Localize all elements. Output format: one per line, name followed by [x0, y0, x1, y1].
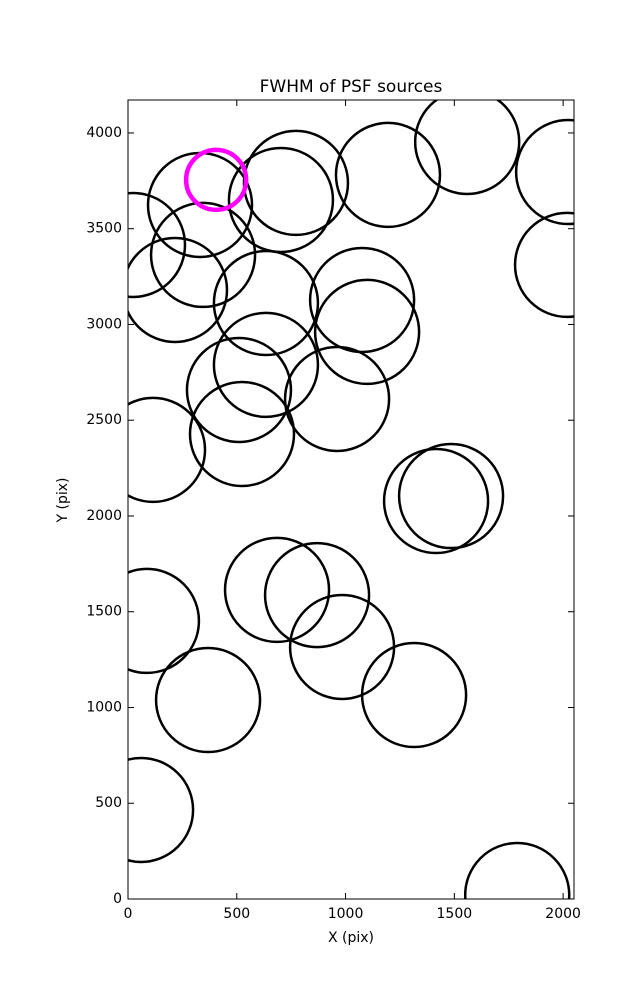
source-circle	[154, 646, 262, 754]
source-circle	[149, 201, 257, 309]
y-tick-label: 0	[113, 891, 122, 907]
source-circle	[188, 380, 296, 488]
source-circle	[283, 345, 391, 453]
y-axis-label: Y (pix)	[55, 478, 71, 524]
source-circle	[128, 191, 187, 299]
source-circle	[128, 236, 229, 344]
x-tick-label: 0	[124, 906, 133, 922]
source-circle	[413, 100, 521, 196]
y-tick-label: 3500	[86, 221, 122, 237]
source-circle	[463, 841, 571, 899]
plot-area	[128, 100, 574, 899]
source-circle	[397, 442, 505, 550]
source-circle	[227, 146, 335, 254]
source-circle	[212, 311, 320, 419]
x-tick-label: 1000	[328, 906, 364, 922]
chart-title: FWHM of PSF sources	[260, 77, 443, 97]
plot-frame	[127, 99, 575, 900]
source-circle	[212, 249, 320, 357]
x-axis-label: X (pix)	[328, 930, 374, 946]
source-circle	[185, 336, 293, 444]
source-circle	[128, 567, 201, 675]
source-circle	[263, 541, 371, 649]
source-circle	[360, 641, 468, 749]
y-tick-label: 1000	[86, 699, 122, 715]
source-circle	[308, 246, 416, 354]
y-tick-label: 500	[95, 795, 122, 811]
source-circle	[242, 129, 350, 237]
source-circle	[128, 756, 195, 864]
source-circle	[513, 211, 574, 319]
y-tick-label: 1500	[86, 604, 122, 620]
source-circle	[313, 278, 421, 386]
source-circle	[128, 396, 207, 504]
highlight-circle	[183, 147, 249, 213]
y-tick-label: 2500	[86, 412, 122, 428]
source-circle	[382, 447, 490, 555]
source-circle	[514, 118, 574, 226]
x-tick-label: 500	[223, 906, 250, 922]
source-circle	[223, 536, 331, 644]
x-tick-label: 2000	[545, 906, 581, 922]
x-tick-label: 1500	[437, 906, 473, 922]
y-tick-label: 3000	[86, 316, 122, 332]
y-tick-label: 4000	[86, 125, 122, 141]
y-tick-label: 2000	[86, 508, 122, 524]
source-circle	[334, 121, 442, 229]
